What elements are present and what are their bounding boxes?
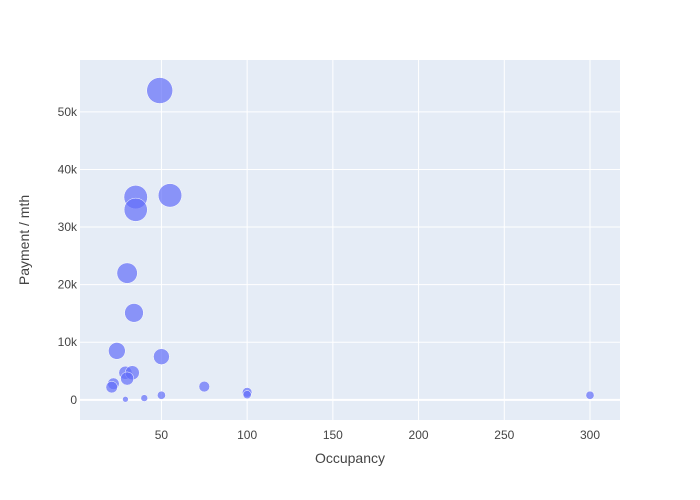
data-points: [105, 77, 595, 403]
data-point[interactable]: [122, 396, 129, 403]
data-point[interactable]: [153, 348, 170, 365]
y-tick-label: 20k: [58, 278, 78, 292]
data-point[interactable]: [124, 303, 144, 323]
data-point[interactable]: [120, 371, 135, 386]
data-point[interactable]: [116, 262, 138, 284]
data-point[interactable]: [242, 390, 252, 400]
data-point[interactable]: [123, 197, 148, 222]
x-tick-labels: 50 100 150 200 250 300: [155, 428, 601, 442]
y-tick-label: 40k: [58, 162, 78, 176]
data-point[interactable]: [198, 380, 210, 393]
data-point[interactable]: [585, 390, 595, 400]
y-tick-label: 0: [70, 393, 77, 407]
x-tick-label: 150: [323, 428, 343, 442]
y-tick-labels: 0 10k 20k 30k 40k 50k: [58, 105, 78, 407]
x-tick-label: 300: [580, 428, 600, 442]
x-tick-label: 250: [494, 428, 514, 442]
data-point[interactable]: [108, 342, 126, 360]
data-point[interactable]: [105, 381, 118, 394]
grid-lines: [80, 60, 620, 420]
plot-background: [80, 60, 620, 420]
y-axis-title: Payment / mth: [16, 195, 32, 285]
x-tick-label: 200: [409, 428, 429, 442]
x-axis-title: Occupancy: [315, 450, 385, 466]
data-point[interactable]: [146, 77, 173, 104]
y-tick-label: 50k: [58, 105, 78, 119]
y-tick-label: 10k: [58, 335, 78, 349]
data-point[interactable]: [157, 390, 166, 400]
y-tick-label: 30k: [58, 220, 78, 234]
x-tick-label: 100: [237, 428, 257, 442]
data-point[interactable]: [140, 394, 148, 402]
x-tick-label: 50: [155, 428, 169, 442]
data-point[interactable]: [157, 183, 183, 208]
